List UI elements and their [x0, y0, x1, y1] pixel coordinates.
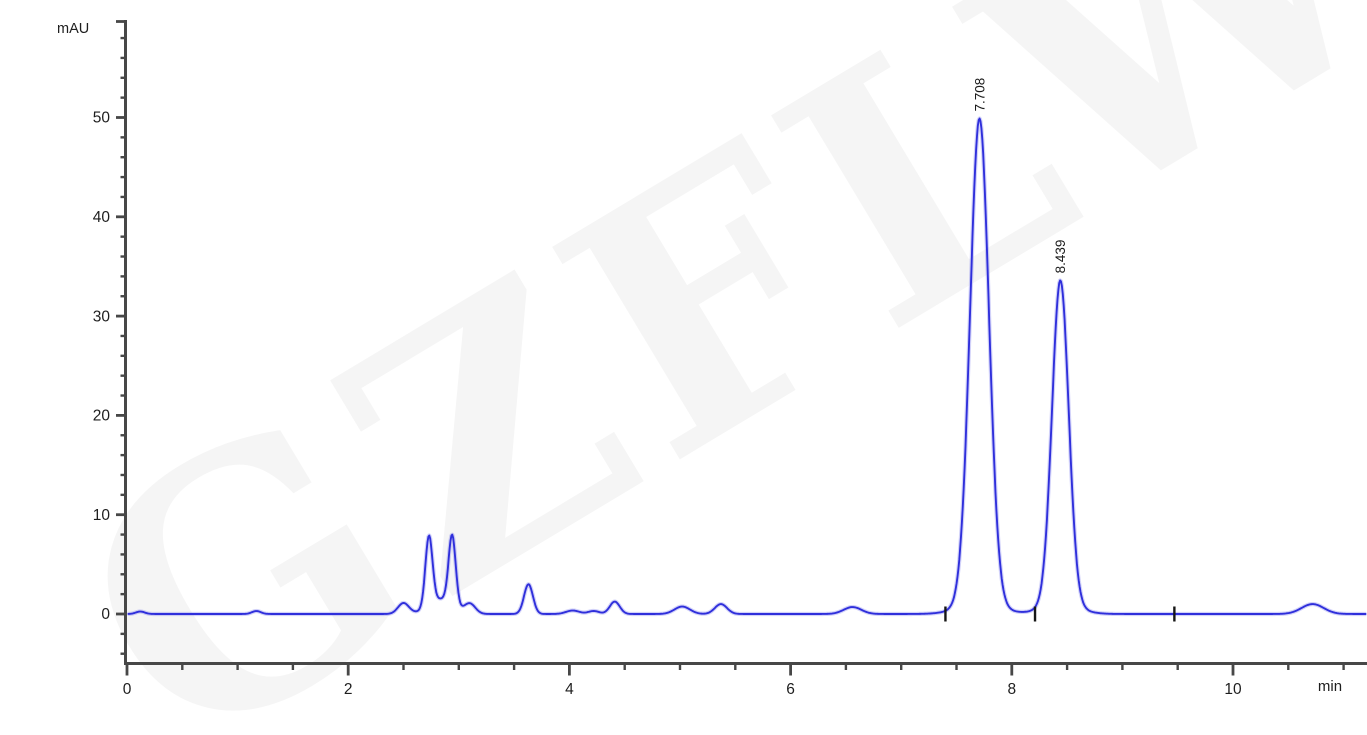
y-tick-label: 0: [101, 606, 110, 623]
y-axis-unit-label: mAU: [57, 21, 89, 37]
y-tick-label: 30: [93, 308, 111, 325]
signal-trace-halo: [126, 116, 1367, 617]
signal-trace-line: [127, 117, 1367, 615]
peak-retention-time-label: 7.708: [972, 78, 987, 112]
axes: [116, 20, 1367, 676]
x-tick-label: 10: [1224, 681, 1242, 698]
x-tick-label: 4: [565, 681, 574, 698]
peak-retention-time-label: 8.439: [1053, 240, 1068, 274]
x-tick-label: 0: [123, 681, 132, 698]
signal-trace: [126, 116, 1367, 617]
axis-labels: 0 10 20 30 40 50 0 2 4 6 8 10 mAU min: [57, 21, 1342, 698]
x-tick-label: 8: [1007, 681, 1016, 698]
x-tick-label: 2: [344, 681, 353, 698]
x-axis-unit-label: min: [1318, 678, 1342, 695]
x-tick-label: 6: [786, 681, 795, 698]
y-tick-label: 20: [93, 408, 111, 425]
peak-labels: 7.708 8.439: [972, 78, 1068, 274]
y-tick-label: 40: [93, 209, 111, 226]
y-tick-label: 10: [93, 507, 111, 524]
y-tick-label: 50: [93, 110, 111, 127]
integration-marks: [944, 606, 1176, 622]
